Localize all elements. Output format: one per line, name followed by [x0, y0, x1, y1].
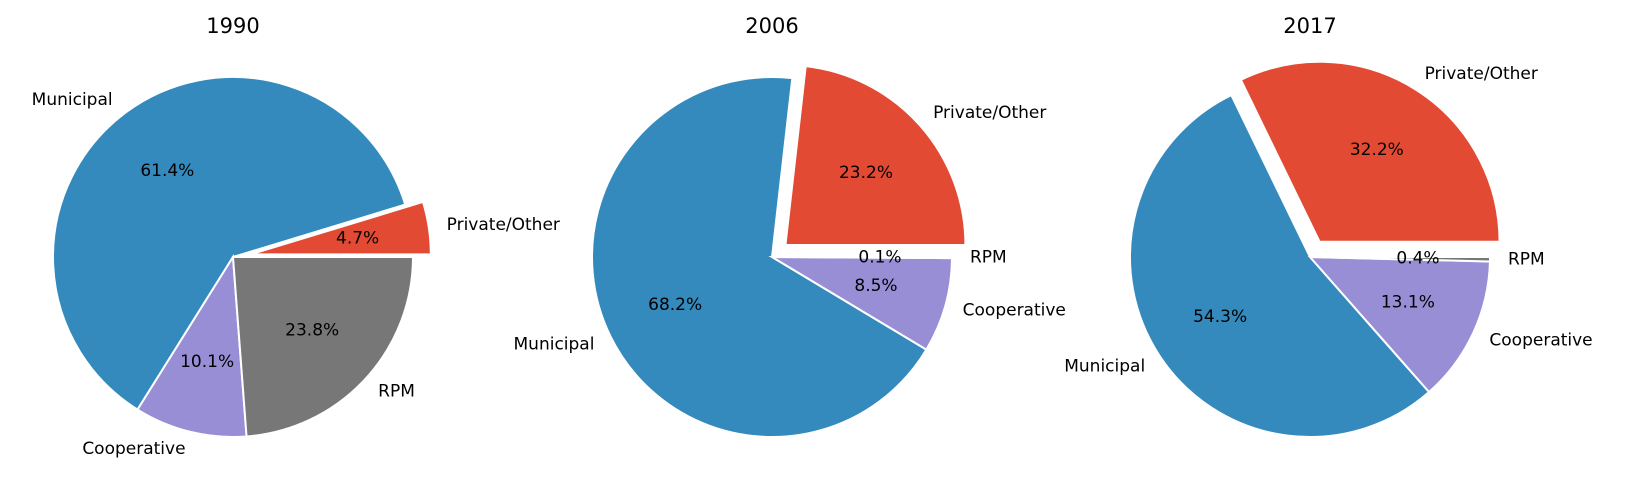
pct-label-private-other: 32.2%	[1350, 140, 1404, 160]
pie-slice-cooperative	[1307, 255, 1491, 394]
slice-label-municipal: Municipal	[1064, 357, 1145, 377]
slice-label-private-other: Private/Other	[1425, 64, 1538, 84]
pie-chart-2006: 2006 Private/Other 23.2% Municipal 68.2% Coop…	[514, 14, 1066, 438]
pie-slice-municipal	[52, 76, 407, 411]
pct-label-municipal: 61.4%	[140, 161, 194, 181]
pie-title: 2006	[745, 14, 798, 38]
pie-title: 2017	[1283, 14, 1336, 38]
pie-slice-rpm	[1309, 256, 1492, 263]
pct-label-rpm: 0.1%	[858, 247, 901, 267]
pct-label-cooperative: 13.1%	[1381, 293, 1435, 313]
slice-label-private-other: Private/Other	[447, 215, 560, 235]
pie-slice-rpm	[771, 256, 954, 260]
pct-label-rpm: 0.4%	[1396, 248, 1439, 268]
pie-slice-cooperative	[768, 255, 954, 351]
slice-label-municipal: Municipal	[514, 335, 595, 355]
pie-slice-rpm	[231, 256, 415, 438]
slice-label-cooperative: Cooperative	[1489, 331, 1592, 351]
pie-slice-cooperative	[136, 253, 248, 438]
slice-label-rpm: RPM	[378, 382, 415, 402]
pie-slice-municipal	[591, 76, 928, 438]
pie-slice-private-other	[1239, 60, 1501, 243]
pct-label-municipal: 68.2%	[648, 295, 702, 315]
pct-label-cooperative: 10.1%	[180, 352, 234, 372]
slice-label-rpm: RPM	[970, 248, 1007, 268]
slice-label-municipal: Municipal	[32, 90, 113, 110]
pct-label-municipal: 54.3%	[1193, 307, 1247, 327]
slice-label-private-other: Private/Other	[933, 103, 1046, 123]
pct-label-cooperative: 8.5%	[854, 276, 897, 296]
slice-label-cooperative: Cooperative	[82, 439, 185, 459]
pie-chart-2017: 2017 Private/Other 32.2% Municipal 54.3% Coop…	[1064, 14, 1593, 438]
pct-label-private-other: 4.7%	[336, 228, 379, 248]
pie-title: 1990	[206, 14, 259, 38]
pie-chart-1990: 1990 Private/Other 4.7% Municipal 61.4% Coope…	[32, 14, 560, 459]
slice-label-cooperative: Cooperative	[963, 300, 1066, 320]
pie-slice-private-other	[784, 65, 967, 247]
pie-slice-private-other	[250, 200, 432, 256]
pct-label-rpm: 23.8%	[285, 320, 339, 340]
slice-label-rpm: RPM	[1508, 249, 1545, 269]
pie-slice-municipal	[1129, 93, 1431, 438]
pct-label-private-other: 23.2%	[839, 163, 893, 183]
